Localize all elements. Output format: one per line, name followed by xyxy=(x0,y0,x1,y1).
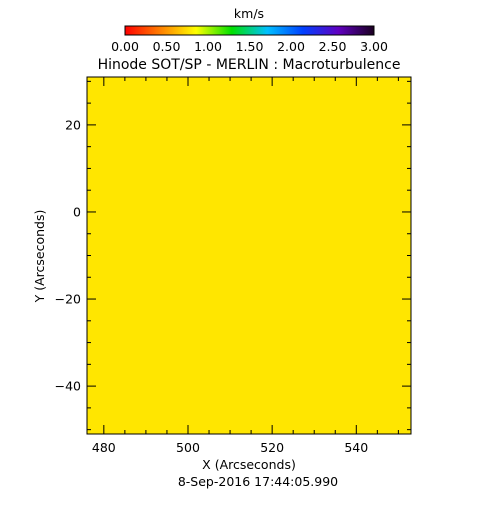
observation-timestamp: 8-Sep-2016 17:44:05.990 xyxy=(178,474,338,489)
y-axis-ticks: 20 0 −20 −40 xyxy=(55,80,411,431)
colorbar-tick-label: 2.00 xyxy=(277,39,305,54)
colorbar-unit-label: km/s xyxy=(234,6,264,21)
y-tick-label: 20 xyxy=(65,117,81,132)
x-axis-label: X (Arcseconds) xyxy=(202,457,296,472)
x-tick-label: 520 xyxy=(260,440,284,455)
colorbar-tick-label: 2.50 xyxy=(319,39,347,54)
y-tick-label: 0 xyxy=(73,204,81,219)
x-tick-label: 500 xyxy=(176,440,200,455)
colorbar-tick-label: 1.00 xyxy=(194,39,222,54)
colorbar xyxy=(124,25,375,36)
colorbar-ticks: 0.00 0.50 1.00 1.50 2.00 2.50 3.00 xyxy=(111,39,388,54)
y-axis-label: Y (Arcseconds) xyxy=(32,210,47,304)
colorbar-tick-label: 1.50 xyxy=(236,39,264,54)
colorbar-tick-label: 3.00 xyxy=(360,39,388,54)
chart-title: Hinode SOT/SP - MERLIN : Macroturbulence xyxy=(98,57,401,73)
macroturbulence-map xyxy=(87,77,411,434)
y-tick-label: −40 xyxy=(55,379,81,394)
x-tick-label: 480 xyxy=(92,440,116,455)
x-axis-ticks: 480 500 520 540 xyxy=(92,77,399,455)
x-tick-label: 540 xyxy=(344,440,368,455)
colorbar-tick-label: 0.50 xyxy=(153,39,181,54)
colorbar-tick-label: 0.00 xyxy=(111,39,139,54)
y-tick-label: −20 xyxy=(55,292,81,307)
